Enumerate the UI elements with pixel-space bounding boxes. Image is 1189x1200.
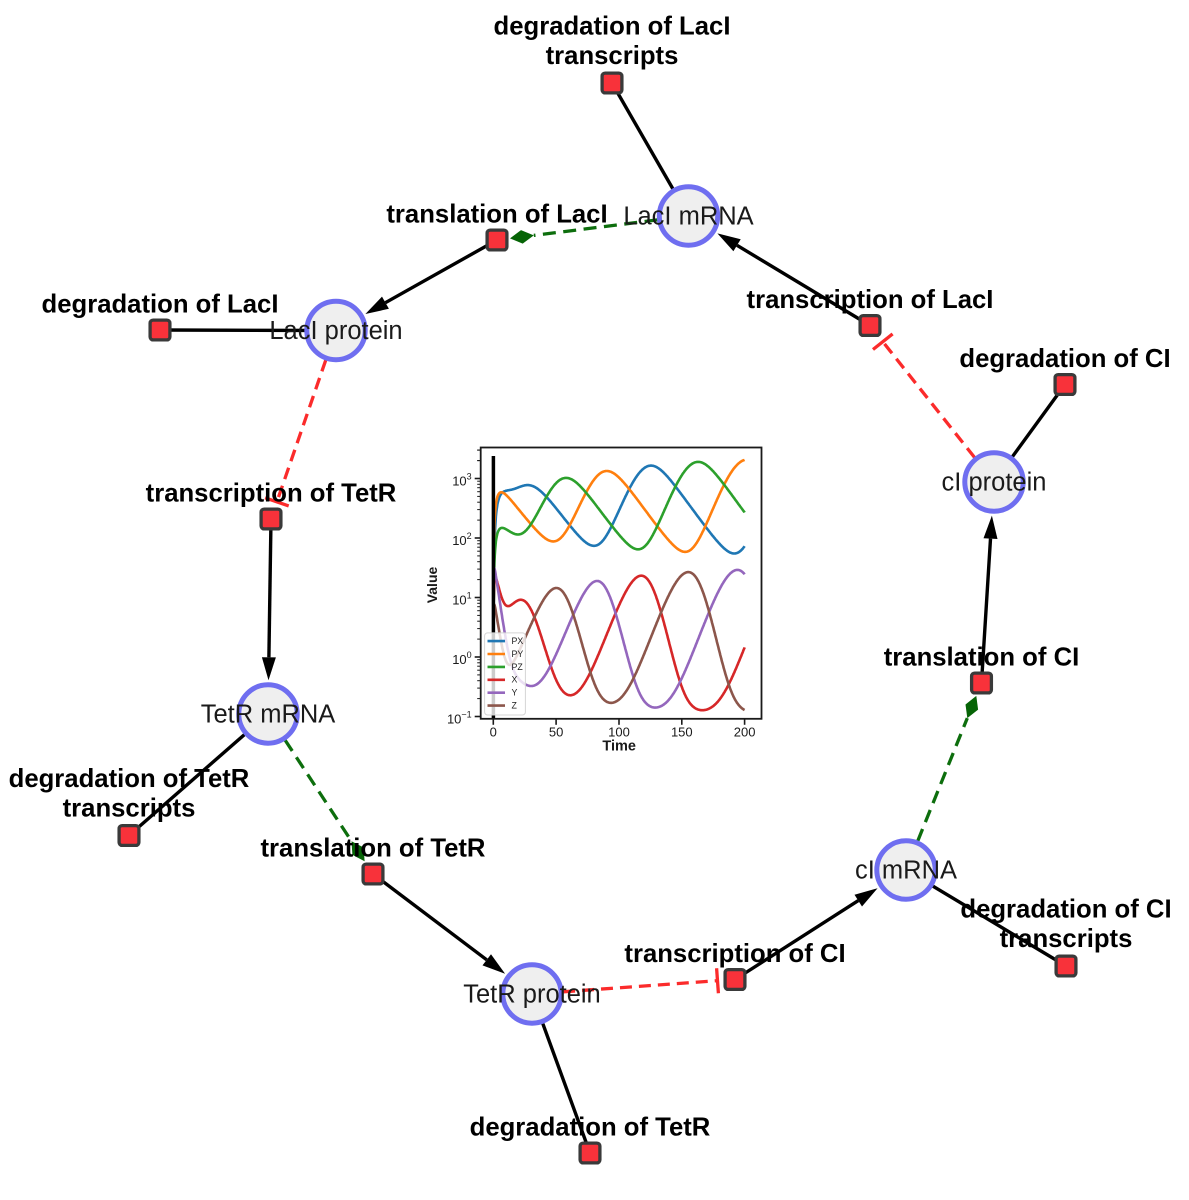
svg-text:cI mRNA: cI mRNA [855, 857, 957, 885]
svg-text:transcription of CI: transcription of CI [624, 940, 845, 968]
svg-text:Y: Y [512, 688, 518, 698]
svg-text:transcripts: transcripts [546, 42, 679, 70]
svg-text:102: 102 [452, 531, 471, 548]
svg-text:transcription of LacI: transcription of LacI [747, 286, 994, 314]
svg-text:Z: Z [512, 701, 518, 711]
svg-text:cI protein: cI protein [942, 469, 1047, 497]
svg-text:X: X [512, 675, 518, 685]
svg-text:transcripts: transcripts [1000, 925, 1133, 953]
svg-text:degradation of CI: degradation of CI [960, 896, 1171, 924]
svg-text:TetR mRNA: TetR mRNA [201, 701, 336, 729]
svg-text:100: 100 [608, 725, 630, 740]
svg-text:translation of TetR: translation of TetR [260, 835, 485, 863]
svg-text:LacI mRNA: LacI mRNA [623, 203, 753, 231]
svg-text:150: 150 [671, 725, 693, 740]
svg-text:PY: PY [512, 649, 524, 659]
svg-text:transcription of TetR: transcription of TetR [146, 480, 397, 508]
svg-text:Value: Value [424, 567, 440, 604]
svg-text:translation of CI: translation of CI [884, 644, 1080, 672]
svg-text:degradation of LacI: degradation of LacI [42, 291, 279, 319]
svg-text:200: 200 [734, 725, 756, 740]
svg-text:103: 103 [452, 472, 471, 489]
svg-text:degradation of LacI: degradation of LacI [494, 13, 731, 41]
svg-text:Time: Time [602, 739, 636, 755]
svg-text:PZ: PZ [512, 662, 524, 672]
svg-text:101: 101 [452, 591, 471, 608]
svg-text:degradation of CI: degradation of CI [959, 345, 1170, 373]
svg-text:PX: PX [512, 636, 524, 646]
svg-text:translation of LacI: translation of LacI [386, 201, 607, 229]
svg-text:transcripts: transcripts [63, 795, 196, 823]
svg-text:0: 0 [490, 725, 497, 740]
svg-text:degradation of TetR: degradation of TetR [470, 1114, 711, 1142]
svg-text:TetR protein: TetR protein [463, 981, 601, 1009]
svg-text:degradation of TetR: degradation of TetR [9, 765, 250, 793]
svg-text:100: 100 [452, 650, 471, 667]
svg-text:10−1: 10−1 [447, 710, 472, 727]
svg-text:50: 50 [549, 725, 563, 740]
svg-text:LacI protein: LacI protein [269, 317, 402, 345]
